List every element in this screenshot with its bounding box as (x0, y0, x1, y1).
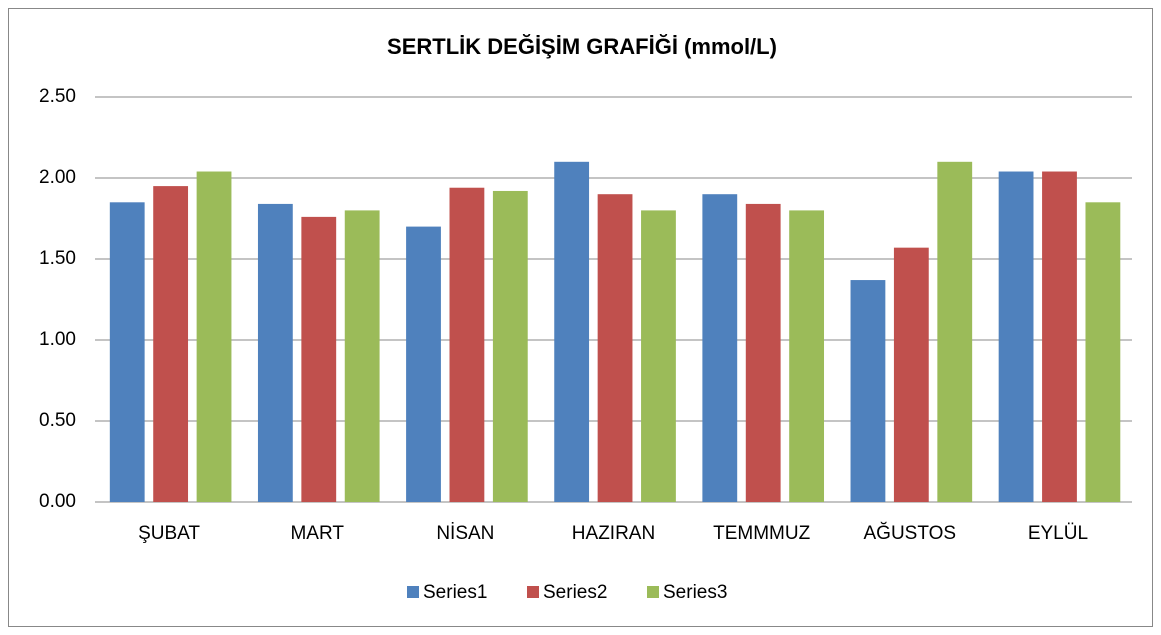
bar (850, 280, 886, 502)
y-tick-label: 0.50 (39, 410, 76, 431)
x-tick-label: EYLÜL (1028, 523, 1088, 544)
x-tick-label: NİSAN (436, 523, 494, 544)
y-tick-label: 1.00 (39, 329, 76, 350)
bar (301, 216, 337, 502)
bar (153, 186, 189, 502)
bar (702, 194, 738, 502)
bar (597, 194, 633, 502)
y-tick-label: 2.50 (39, 86, 76, 107)
legend-label: Series2 (543, 582, 607, 603)
bar (406, 226, 441, 502)
bar (449, 187, 485, 502)
legend-swatch (527, 586, 539, 598)
x-tick-label: AĞUSTOS (864, 522, 957, 544)
bar (492, 190, 528, 502)
legend-swatch (407, 586, 419, 598)
bar (1085, 202, 1121, 503)
bar (554, 161, 590, 503)
legend-swatch (647, 586, 659, 598)
bar (745, 203, 781, 503)
legend-label: Series1 (423, 582, 487, 603)
x-tick-label: TEMMMUZ (713, 523, 810, 544)
chart-title: SERTLİK DEĞİŞİM GRAFİĞİ (mmol/L) (387, 34, 777, 59)
bar (196, 171, 232, 502)
x-tick-label: ŞUBAT (138, 523, 200, 544)
bar (257, 203, 293, 503)
bar (998, 171, 1034, 502)
y-tick-label: 1.50 (39, 248, 76, 269)
bar (789, 210, 825, 502)
bar (1042, 171, 1077, 502)
bar (344, 210, 380, 502)
bar (937, 161, 973, 503)
bar (641, 210, 676, 502)
bar (109, 202, 145, 503)
x-tick-label: MART (290, 523, 344, 544)
y-tick-label: 0.00 (39, 491, 76, 512)
bar (893, 247, 929, 502)
legend-label: Series3 (663, 582, 727, 603)
y-tick-label: 2.00 (39, 167, 76, 188)
x-tick-label: HAZIRAN (572, 523, 655, 544)
